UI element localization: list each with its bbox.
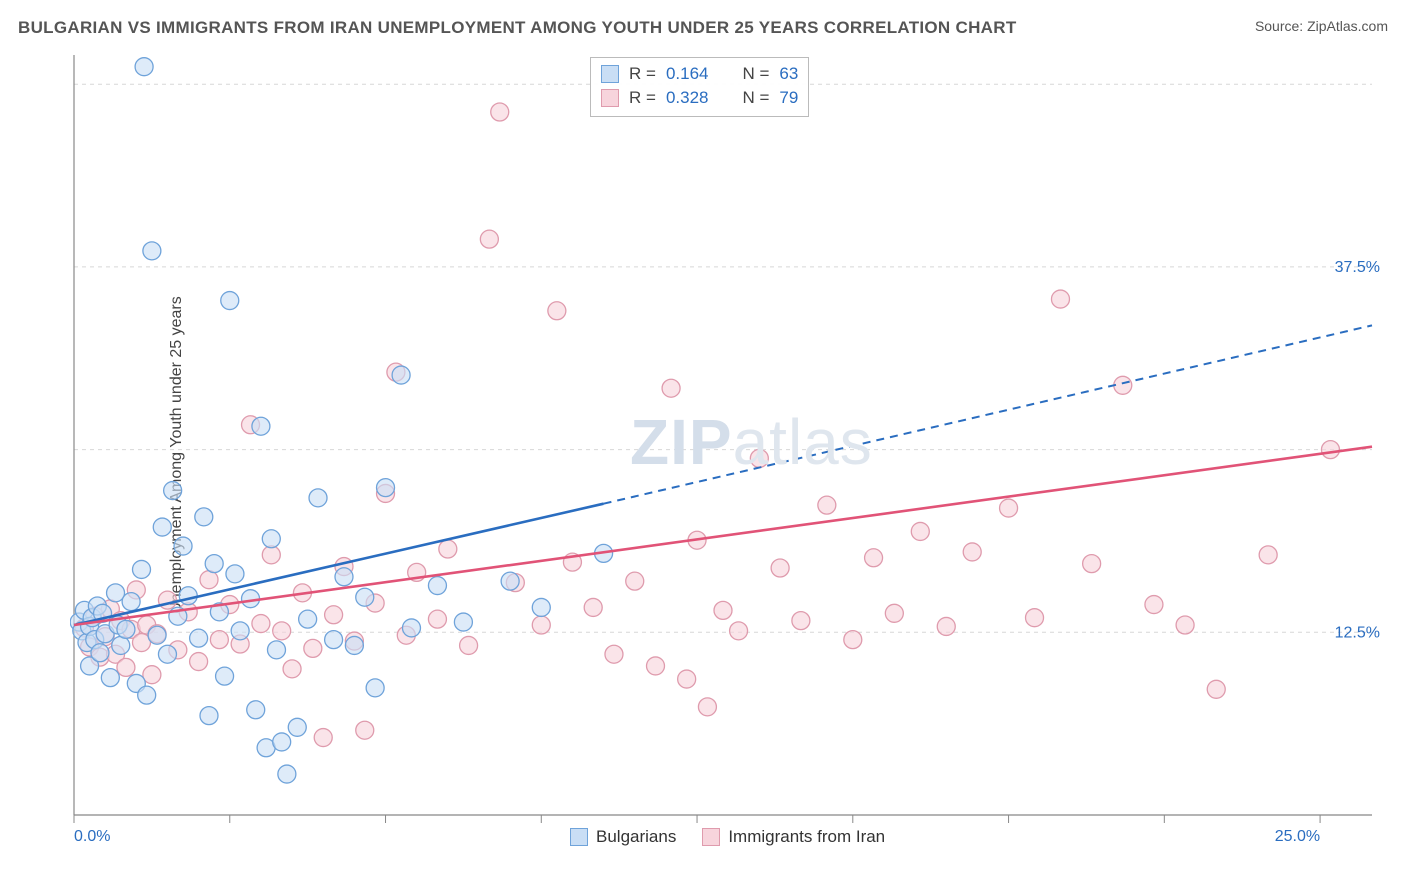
legend-item-bulgarians: Bulgarians (570, 827, 676, 847)
legend-label: Bulgarians (596, 827, 676, 847)
svg-text:12.5%: 12.5% (1335, 624, 1380, 641)
scatter-chart: 12.5% 37.5% 0.0% 25.0% (70, 55, 1388, 855)
n-label: N = (742, 86, 769, 110)
legend-swatch-icon (601, 89, 619, 107)
legend-series: Bulgarians Immigrants from Iran (570, 827, 885, 847)
r-value: 0.328 (666, 86, 709, 110)
n-value: 79 (779, 86, 798, 110)
plot-wrap: Unemployment Among Youth under 25 years … (48, 55, 1388, 855)
n-label: N = (742, 62, 769, 86)
chart-header: BULGARIAN VS IMMIGRANTS FROM IRAN UNEMPL… (18, 18, 1388, 38)
r-label: R = (629, 86, 656, 110)
source: Source: ZipAtlas.com (1255, 18, 1388, 34)
svg-text:0.0%: 0.0% (74, 828, 110, 845)
legend-item-immigrants-iran: Immigrants from Iran (702, 827, 885, 847)
plot: ZIPatlas 12.5%37.5%0.0%25.0% R = 0.164N … (70, 55, 1388, 855)
legend-stats-row-bulgarians: R = 0.164 N = 63 (601, 62, 798, 86)
chart-title: BULGARIAN VS IMMIGRANTS FROM IRAN UNEMPL… (18, 18, 1017, 38)
svg-text:25.0%: 25.0% (1275, 828, 1320, 845)
legend-label: Immigrants from Iran (728, 827, 885, 847)
legend-swatch-icon (601, 65, 619, 83)
legend-stats-row-immigrants-iran: R = 0.328 N = 79 (601, 86, 798, 110)
legend-stats: R = 0.164 N = 63 R = 0.328 N = 79 (590, 57, 809, 117)
r-value: 0.164 (666, 62, 709, 86)
source-value: ZipAtlas.com (1307, 18, 1388, 34)
legend-swatch-icon (702, 828, 720, 846)
source-label: Source: (1255, 18, 1307, 34)
n-value: 63 (779, 62, 798, 86)
r-label: R = (629, 62, 656, 86)
legend-swatch-icon (570, 828, 588, 846)
svg-text:37.5%: 37.5% (1335, 259, 1380, 276)
